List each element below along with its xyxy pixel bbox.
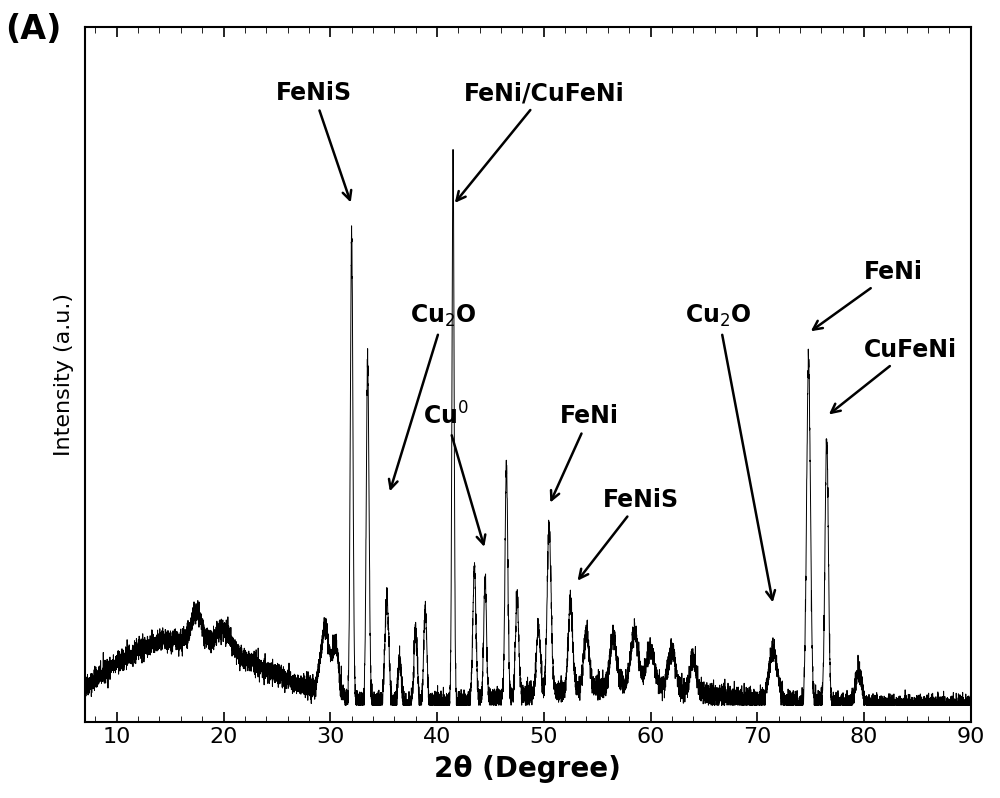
Text: FeNi: FeNi: [813, 260, 923, 330]
Text: CuFeNi: CuFeNi: [831, 338, 957, 413]
X-axis label: 2θ (Degree): 2θ (Degree): [434, 755, 621, 783]
Text: (A): (A): [5, 14, 61, 46]
Text: FeNiS: FeNiS: [276, 81, 352, 200]
Y-axis label: Intensity (a.u.): Intensity (a.u.): [54, 293, 74, 456]
Text: FeNi/CuFeNi: FeNi/CuFeNi: [457, 81, 624, 201]
Text: FeNiS: FeNiS: [579, 488, 679, 579]
Text: Cu$_2$O: Cu$_2$O: [685, 303, 775, 599]
Text: Cu$_2$O: Cu$_2$O: [389, 303, 477, 488]
Text: Cu$^0$: Cu$^0$: [423, 403, 485, 544]
Text: FeNi: FeNi: [551, 405, 619, 500]
